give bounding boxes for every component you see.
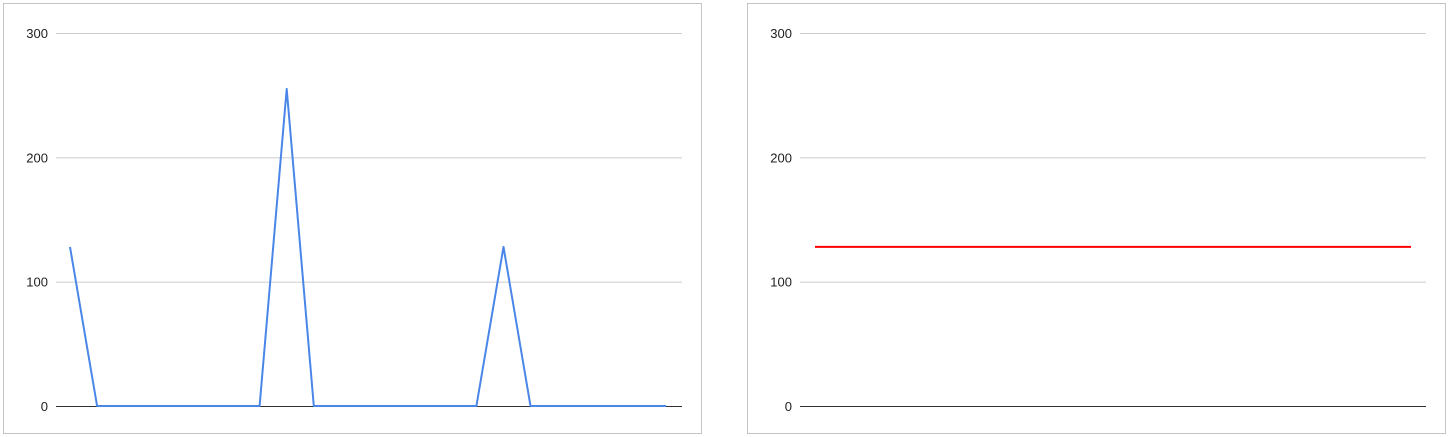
chart-panel-left: 0 100 200 300 bbox=[3, 3, 702, 434]
y-tick-label-100-left: 100 bbox=[26, 275, 48, 290]
y-tick-label-0-left: 0 bbox=[41, 399, 48, 414]
y-tick-label-300-left: 300 bbox=[26, 26, 48, 41]
y-tick-label-0-right: 0 bbox=[785, 399, 792, 414]
chart-panel-right: 0 100 200 300 bbox=[747, 3, 1446, 434]
y-tick-label-200-right: 200 bbox=[770, 150, 792, 165]
line-chart-left: 0 100 200 300 bbox=[26, 26, 682, 414]
y-tick-label-300-right: 300 bbox=[770, 26, 792, 41]
series-line-0-left bbox=[69, 87, 666, 407]
y-tick-label-100-right: 100 bbox=[770, 275, 792, 290]
line-chart-right: 0 100 200 300 bbox=[770, 26, 1426, 414]
y-tick-label-200-left: 200 bbox=[26, 150, 48, 165]
